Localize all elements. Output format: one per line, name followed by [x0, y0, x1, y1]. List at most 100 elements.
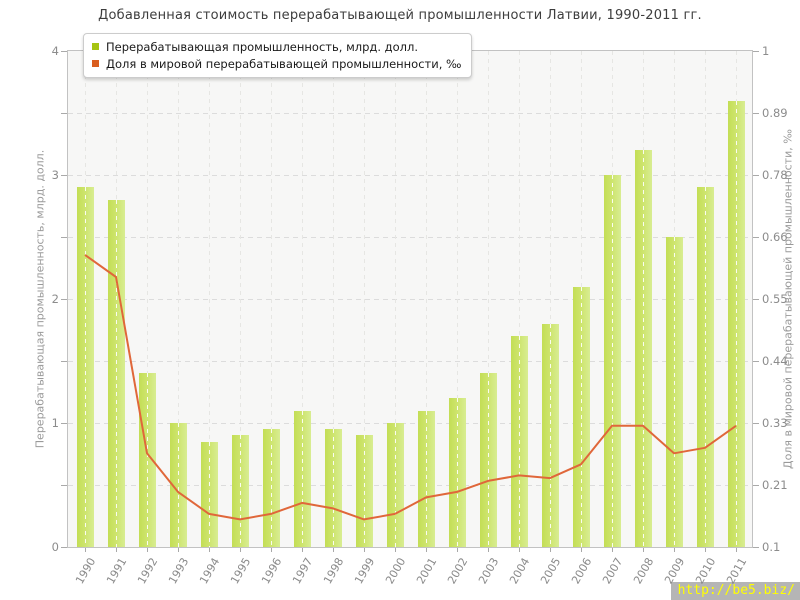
x-tick-label-1994: 1994 [197, 555, 223, 587]
left-tick-label: 0 [51, 540, 59, 554]
plot-area [67, 50, 753, 548]
right-tick-mark [753, 175, 759, 176]
bar-1991 [108, 199, 125, 548]
left-tick-mark [61, 299, 67, 300]
line-series-swatch-icon [92, 60, 99, 67]
bar-2001 [418, 410, 435, 548]
left-tick-mark [61, 51, 67, 52]
x-tick-mark [209, 548, 210, 552]
right-tick-label: 0.1 [762, 540, 781, 554]
x-tick-mark [85, 548, 86, 552]
bar-1990 [77, 187, 94, 547]
bar-2009 [666, 237, 683, 547]
x-tick-label-1997: 1997 [290, 555, 316, 587]
x-tick-mark [302, 548, 303, 552]
bar-2004 [511, 336, 528, 547]
x-tick-label-2005: 2005 [538, 555, 564, 587]
right-tick-label: 0.55 [762, 292, 788, 306]
x-tick-label-1999: 1999 [352, 555, 378, 587]
bar-2002 [449, 398, 466, 547]
right-tick-label: 0.21 [762, 478, 788, 492]
x-tick-label-2006: 2006 [569, 555, 595, 587]
bar-1992 [139, 373, 156, 547]
bar-1997 [294, 410, 311, 548]
x-tick-mark [519, 548, 520, 552]
bar-2003 [480, 373, 497, 547]
x-tick-mark [147, 548, 148, 552]
bar-1998 [325, 429, 342, 547]
chart-title: Добавленная стоимость перерабатывающей п… [98, 8, 702, 23]
x-tick-label-2008: 2008 [631, 555, 657, 587]
right-tick-mark [753, 423, 759, 424]
legend: Перерабатывающая промышленность, млрд. д… [83, 33, 473, 78]
x-tick-label-1995: 1995 [228, 555, 254, 587]
x-tick-label-2000: 2000 [383, 555, 409, 587]
horizontal-gridline [68, 174, 752, 176]
bar-2000 [387, 423, 404, 547]
x-tick-mark [271, 548, 272, 552]
bar-2011 [728, 100, 745, 548]
bar-1994 [201, 441, 218, 548]
bar-1995 [232, 435, 249, 547]
left-tick-mark [61, 361, 67, 362]
right-tick-mark [753, 299, 759, 300]
right-tick-label: 0.78 [762, 168, 788, 182]
right-tick-label: 1 [762, 44, 770, 58]
x-tick-mark [116, 548, 117, 552]
left-tick-label: 4 [51, 44, 59, 58]
x-tick-mark [395, 548, 396, 552]
left-tick-mark [61, 175, 67, 176]
x-tick-mark [178, 548, 179, 552]
left-tick-mark [61, 237, 67, 238]
right-tick-mark [753, 51, 759, 52]
left-tick-mark [61, 547, 67, 548]
x-tick-mark [674, 548, 675, 552]
legend-item-manufacturing: Перерабатывающая промышленность, млрд. д… [92, 38, 461, 55]
right-tick-mark [753, 485, 759, 486]
x-tick-label-1993: 1993 [166, 555, 192, 587]
bar-2005 [542, 323, 559, 548]
x-tick-mark [240, 548, 241, 552]
bar-series-swatch-icon [92, 43, 99, 50]
left-tick-label: 2 [51, 292, 59, 306]
bar-1999 [356, 435, 373, 547]
right-tick-label: 0.89 [762, 106, 788, 120]
x-tick-mark [736, 548, 737, 552]
horizontal-gridline [68, 236, 752, 238]
right-tick-mark [753, 361, 759, 362]
legend-item-world-share: Доля в мировой перерабатывающей промышле… [92, 55, 461, 72]
x-tick-label-1992: 1992 [135, 555, 161, 587]
horizontal-gridline [68, 112, 752, 114]
x-tick-mark [488, 548, 489, 552]
left-tick-mark [61, 113, 67, 114]
x-tick-mark [705, 548, 706, 552]
x-tick-label-2001: 2001 [414, 555, 440, 587]
x-tick-mark [364, 548, 365, 552]
right-tick-label: 0.44 [762, 354, 788, 368]
right-tick-mark [753, 547, 759, 548]
x-tick-mark [612, 548, 613, 552]
x-tick-label-1996: 1996 [259, 555, 285, 587]
x-tick-label-1990: 1990 [73, 555, 99, 587]
left-tick-mark [61, 485, 67, 486]
x-tick-label-2003: 2003 [476, 555, 502, 587]
bar-2008 [635, 150, 652, 547]
right-tick-label: 0.66 [762, 230, 788, 244]
bar-1993 [170, 423, 187, 547]
x-tick-mark [457, 548, 458, 552]
watermark-link[interactable]: http://be5.biz/ [670, 582, 800, 600]
right-tick-mark [753, 113, 759, 114]
x-tick-label-2002: 2002 [445, 555, 471, 587]
legend-label-world-share: Доля в мировой перерабатывающей промышле… [106, 56, 462, 71]
bar-1996 [263, 429, 280, 547]
bar-2006 [573, 286, 590, 548]
left-tick-mark [61, 423, 67, 424]
legend-label-manufacturing: Перерабатывающая промышленность, млрд. д… [106, 39, 418, 54]
left-tick-label: 1 [51, 416, 59, 430]
x-tick-label-2007: 2007 [600, 555, 626, 587]
left-tick-label: 3 [51, 168, 59, 182]
x-tick-mark [550, 548, 551, 552]
x-tick-label-1998: 1998 [321, 555, 347, 587]
x-tick-mark [643, 548, 644, 552]
